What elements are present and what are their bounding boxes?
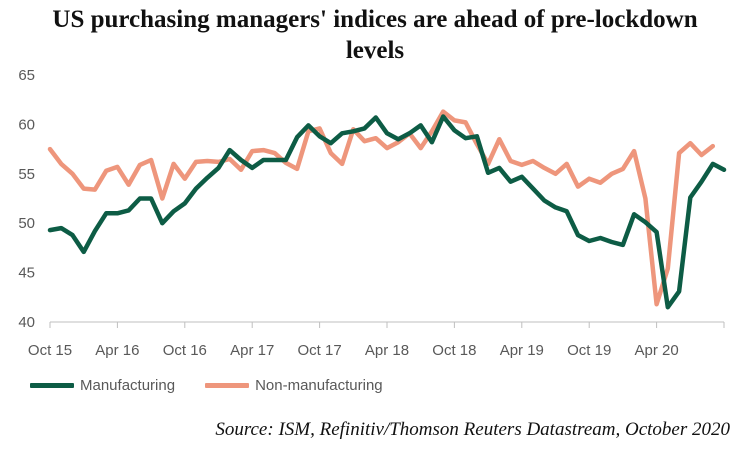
y-tick-label: 45	[18, 265, 35, 282]
legend-label-manufacturing: Manufacturing	[80, 376, 176, 394]
legend-label-non-manufacturing: Non-manufacturing	[255, 376, 383, 394]
x-tick-label: Apr 18	[365, 342, 409, 359]
x-tick-label: Oct 16	[163, 342, 207, 359]
legend-item-non-manufacturing: Non-manufacturing	[205, 377, 383, 394]
y-tick-label: 50	[18, 215, 35, 232]
legend-swatch-manufacturing	[30, 382, 74, 388]
legend-swatch-non-manufacturing	[205, 382, 250, 388]
y-tick-label: 55	[18, 166, 35, 183]
chart-title: US purchasing managers' indices are ahea…	[0, 4, 750, 66]
x-tick-label: Apr 17	[230, 342, 274, 359]
x-tick-label: Apr 16	[95, 342, 139, 359]
series-line-non-manufacturing	[47, 109, 716, 307]
y-tick-label: 40	[18, 314, 35, 331]
chart-title-line-2: levels	[345, 37, 405, 64]
x-tick-label: Apr 19	[500, 342, 544, 359]
series-line-manufacturing	[47, 114, 727, 310]
y-tick-label: 65	[18, 67, 35, 84]
x-tick-label: Oct 17	[298, 342, 342, 359]
y-tick-label: 60	[18, 116, 35, 133]
chart-title-line-1: US purchasing managers' indices are ahea…	[52, 6, 698, 33]
x-tick-label: Oct 19	[567, 342, 611, 359]
x-tick-label: Oct 15	[28, 342, 72, 359]
legend: Manufacturing Non-manufacturing	[30, 375, 413, 395]
x-tick-label: Oct 18	[432, 342, 476, 359]
source-note: Source: ISM, Refinitiv/Thomson Reuters D…	[215, 419, 730, 440]
x-tick-label: Apr 20	[634, 342, 678, 359]
legend-item-manufacturing: Manufacturing	[30, 377, 175, 394]
